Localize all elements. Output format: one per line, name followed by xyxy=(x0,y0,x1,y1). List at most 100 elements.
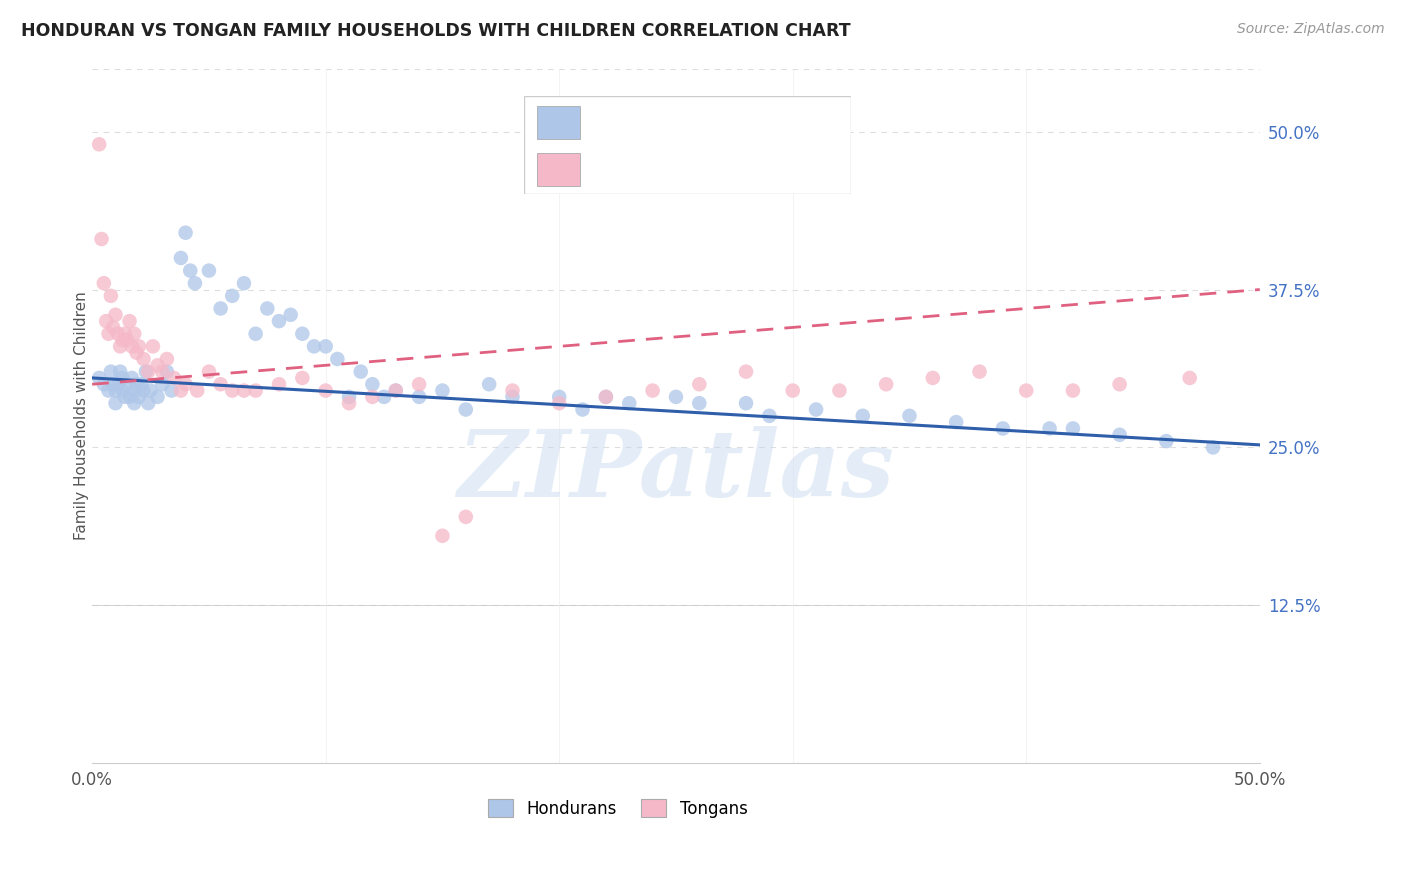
Point xyxy=(478,377,501,392)
Text: ZIPatlas: ZIPatlas xyxy=(457,426,894,516)
Point xyxy=(373,390,395,404)
Point xyxy=(571,402,593,417)
Point xyxy=(100,365,122,379)
Point xyxy=(115,333,138,347)
Point xyxy=(114,390,136,404)
Point xyxy=(103,377,125,392)
Point xyxy=(150,377,173,392)
Point xyxy=(104,396,127,410)
Point xyxy=(735,396,758,410)
Point xyxy=(782,384,804,398)
Point xyxy=(502,390,524,404)
Point xyxy=(969,365,991,379)
Point xyxy=(174,377,197,392)
Point xyxy=(146,359,169,373)
Point xyxy=(595,390,617,404)
Point xyxy=(804,402,827,417)
Point xyxy=(114,326,136,341)
Point xyxy=(221,289,243,303)
Point xyxy=(139,384,162,398)
Point xyxy=(408,377,430,392)
Point xyxy=(111,371,134,385)
Point xyxy=(108,365,131,379)
Point xyxy=(502,384,524,398)
Point xyxy=(267,314,290,328)
Point xyxy=(104,384,127,398)
Point xyxy=(184,277,207,291)
Point xyxy=(326,351,349,366)
Point xyxy=(170,251,193,265)
Point xyxy=(245,384,267,398)
Point xyxy=(96,314,118,328)
Point xyxy=(209,377,232,392)
Point xyxy=(160,384,183,398)
Point xyxy=(97,384,120,398)
Point xyxy=(125,345,148,359)
Point xyxy=(350,365,373,379)
Point xyxy=(384,384,406,398)
Point xyxy=(898,409,921,423)
Point xyxy=(1039,421,1062,435)
Point xyxy=(89,371,111,385)
Point xyxy=(233,277,256,291)
Point xyxy=(1202,441,1225,455)
Text: Source: ZipAtlas.com: Source: ZipAtlas.com xyxy=(1237,22,1385,37)
Point xyxy=(665,390,688,404)
Point xyxy=(93,277,115,291)
Point xyxy=(156,365,179,379)
Point xyxy=(121,339,143,353)
Point xyxy=(146,390,169,404)
Point xyxy=(337,396,360,410)
Point xyxy=(548,396,571,410)
Point xyxy=(245,326,267,341)
Point xyxy=(186,384,208,398)
Point xyxy=(122,326,145,341)
Point xyxy=(150,365,173,379)
Point xyxy=(337,390,360,404)
Point xyxy=(128,390,150,404)
Point xyxy=(595,390,617,404)
Point xyxy=(1178,371,1201,385)
Point xyxy=(1015,384,1038,398)
Point xyxy=(1108,377,1130,392)
Point xyxy=(122,396,145,410)
Point xyxy=(156,351,179,366)
Point xyxy=(548,390,571,404)
Point xyxy=(115,377,138,392)
Point xyxy=(991,421,1014,435)
Point xyxy=(170,384,193,398)
Point xyxy=(136,396,159,410)
Point xyxy=(93,377,115,392)
Point xyxy=(174,226,197,240)
Point xyxy=(104,308,127,322)
Point xyxy=(233,384,256,398)
Point xyxy=(198,263,221,277)
Point xyxy=(852,409,875,423)
Point xyxy=(432,529,454,543)
Point xyxy=(136,365,159,379)
Point xyxy=(291,371,314,385)
Point xyxy=(688,377,710,392)
Point xyxy=(132,384,155,398)
Point xyxy=(302,339,325,353)
Point xyxy=(132,351,155,366)
Point xyxy=(111,384,134,398)
Point xyxy=(142,339,165,353)
Point xyxy=(315,339,337,353)
Point xyxy=(111,333,134,347)
Point xyxy=(221,384,243,398)
Point xyxy=(256,301,278,316)
Point xyxy=(735,365,758,379)
Point xyxy=(135,365,157,379)
Y-axis label: Family Households with Children: Family Households with Children xyxy=(73,292,89,541)
Point xyxy=(1062,421,1084,435)
Point xyxy=(384,384,406,398)
Point xyxy=(103,320,125,334)
Point xyxy=(108,339,131,353)
Point xyxy=(128,339,150,353)
Point xyxy=(209,301,232,316)
Point xyxy=(945,415,967,429)
Point xyxy=(121,371,143,385)
Point xyxy=(97,326,120,341)
Point xyxy=(118,314,141,328)
